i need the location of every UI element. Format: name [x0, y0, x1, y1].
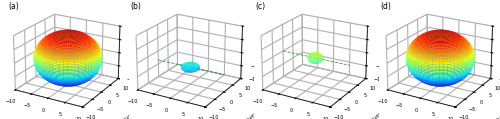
Text: (b): (b): [130, 2, 141, 11]
Y-axis label: Y /μm: Y /μm: [243, 112, 257, 119]
Text: (a): (a): [8, 2, 18, 11]
Text: (d): (d): [380, 2, 392, 11]
Y-axis label: Y /μm: Y /μm: [368, 112, 382, 119]
Y-axis label: Y /μm: Y /μm: [120, 112, 134, 119]
Y-axis label: Y /μm: Y /μm: [493, 112, 500, 119]
Text: (c): (c): [256, 2, 266, 11]
